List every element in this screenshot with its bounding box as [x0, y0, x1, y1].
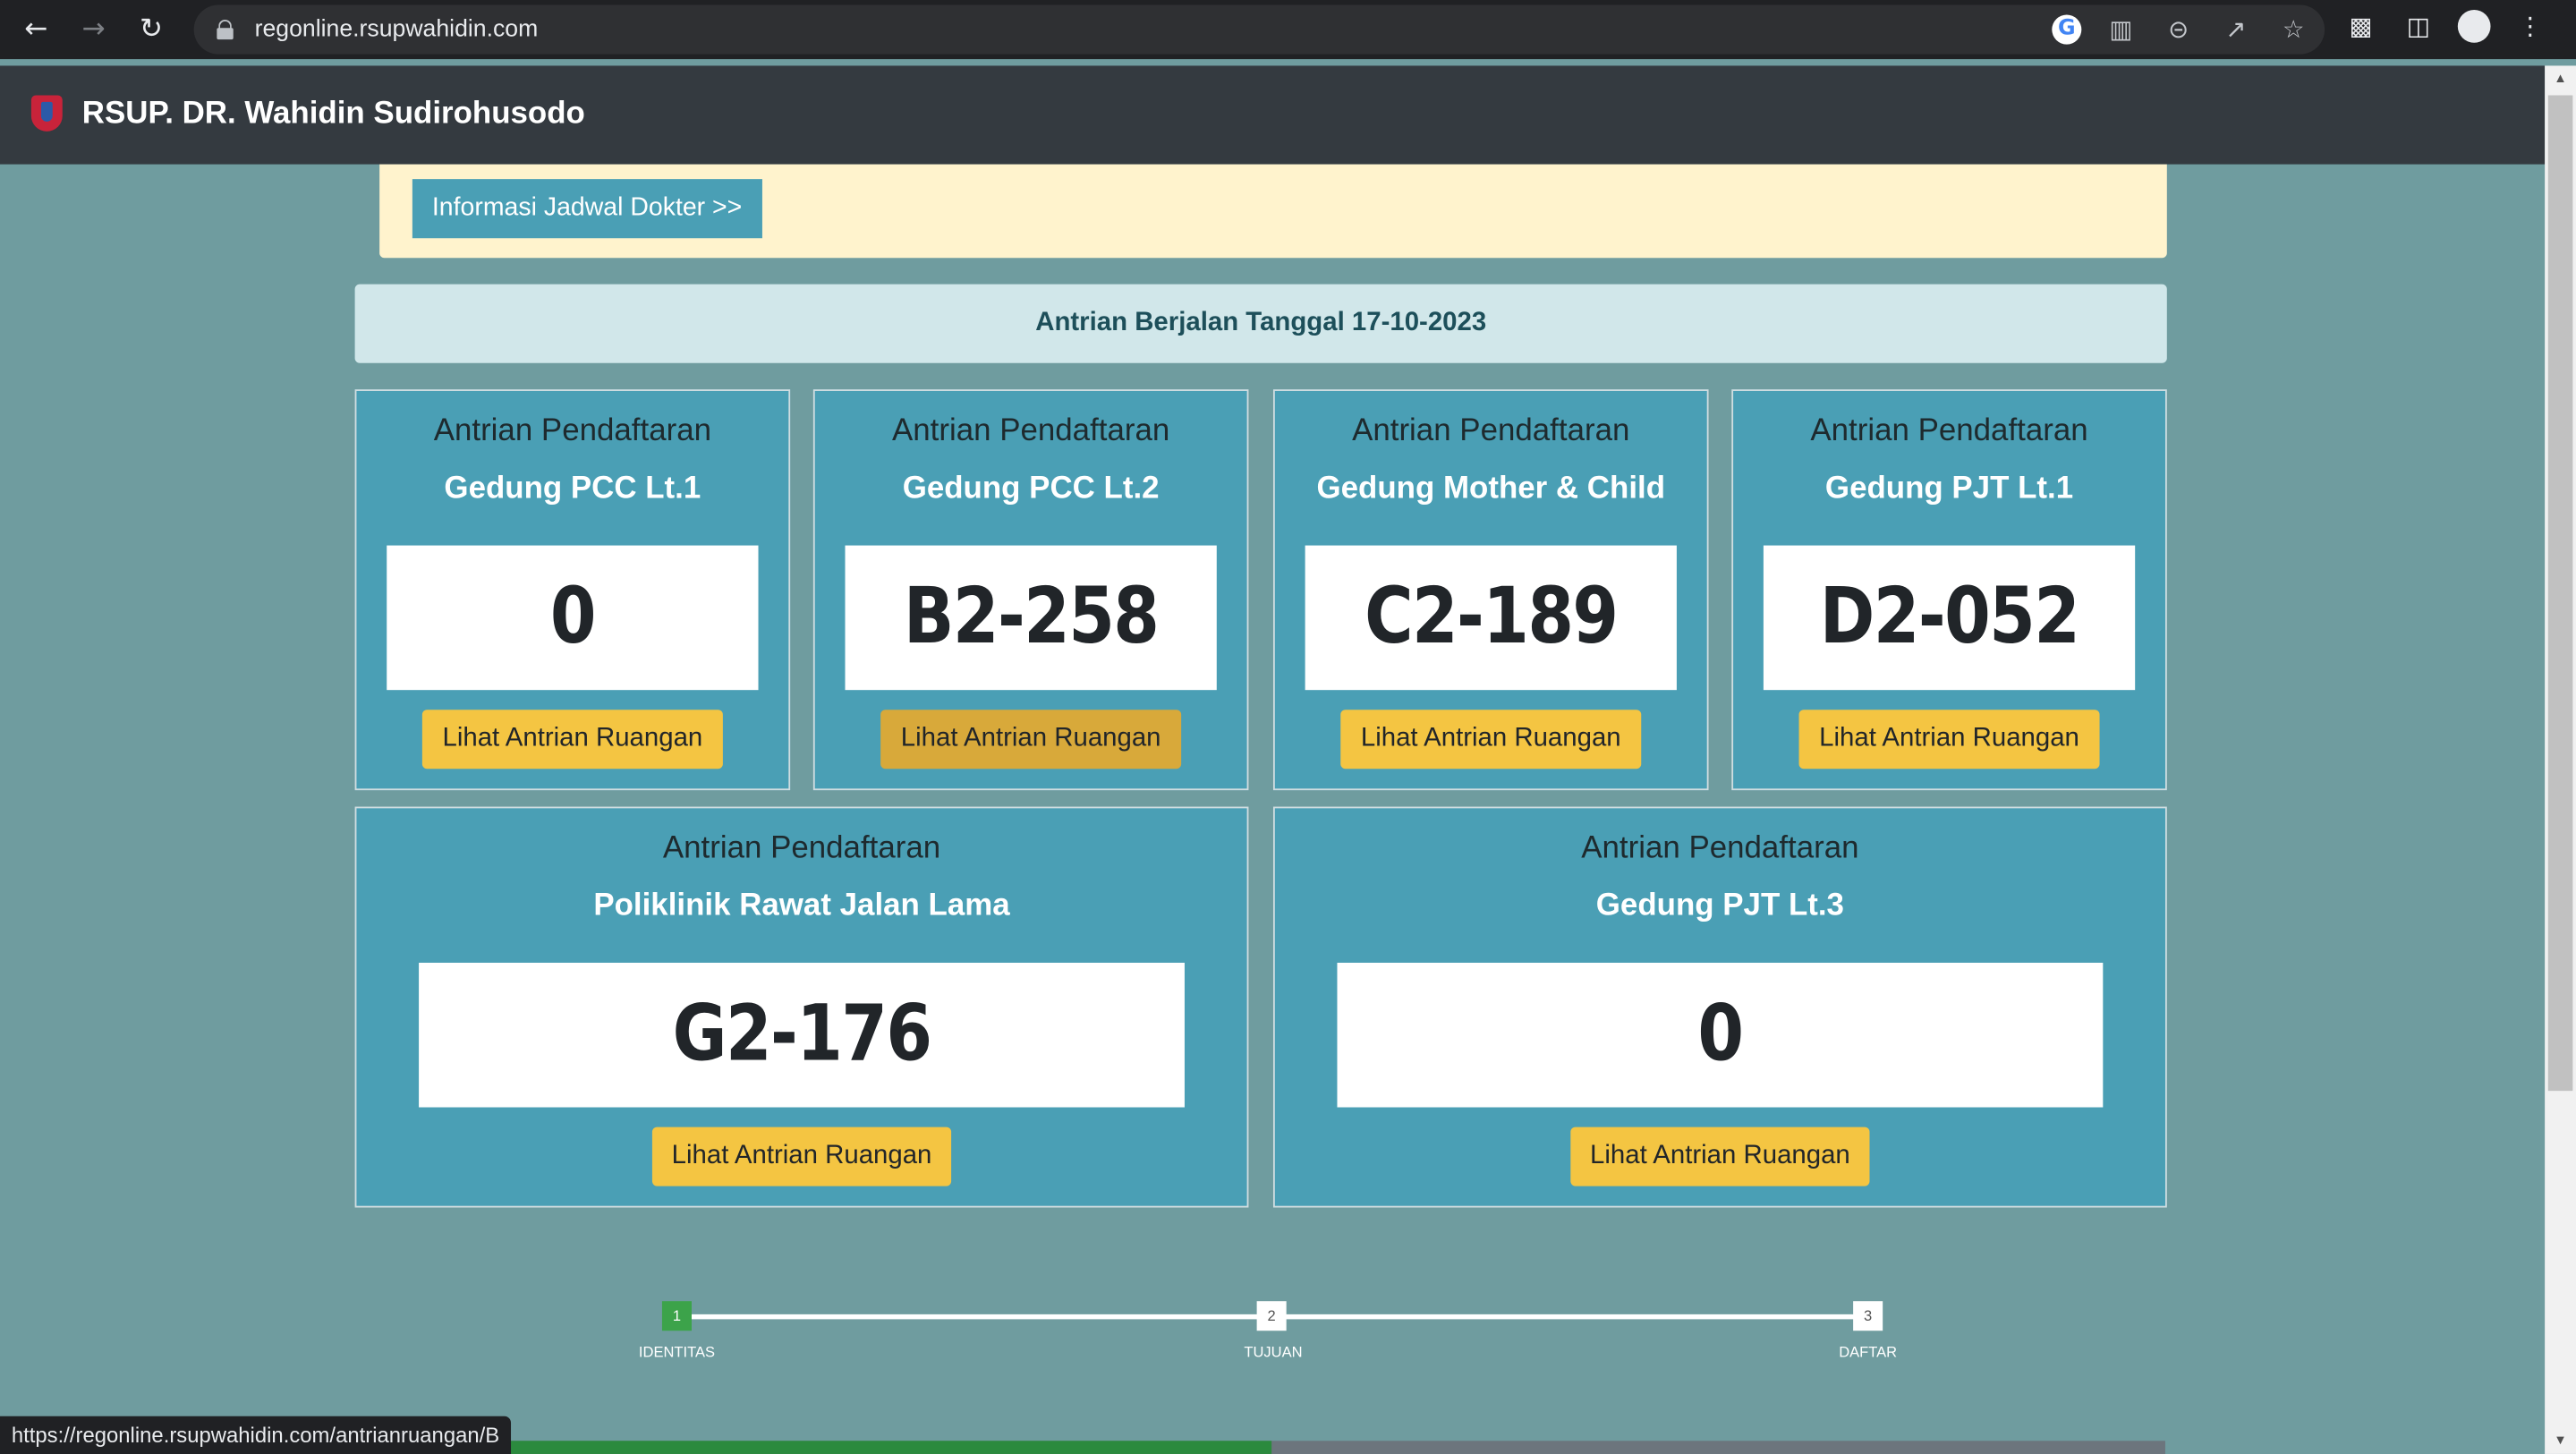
queue-card-poliklinik-lama: Antrian Pendaftaran Poliklinik Rawat Jal… [354, 806, 1249, 1208]
card-title: Antrian Pendaftaran [1352, 413, 1630, 449]
step-2-marker[interactable]: 2 [1256, 1301, 1287, 1331]
star-icon[interactable]: ☆ [2282, 14, 2305, 45]
brand-title[interactable]: RSUP. DR. Wahidin Sudirohusodo [81, 97, 585, 132]
side-panel-icon[interactable]: ◫ [2406, 11, 2430, 41]
zoom-out-icon[interactable]: ⊝ [2168, 14, 2189, 45]
step-3-marker[interactable]: 3 [1853, 1301, 1883, 1331]
step-2-label: TUJUAN [1244, 1343, 1303, 1361]
link-status-bubble: https://regonline.rsupwahidin.com/antria… [0, 1416, 512, 1454]
share-icon[interactable]: ↗ [2225, 14, 2247, 45]
translate-icon[interactable]: ▥ [2109, 14, 2133, 45]
queue-number: 0 [1337, 962, 2104, 1108]
view-room-queue-button[interactable]: Lihat Antrian Ruangan [1569, 1127, 1870, 1186]
queue-card-pjt-lt3: Antrian Pendaftaran Gedung PJT Lt.3 0 Li… [1272, 806, 2167, 1208]
card-title: Antrian Pendaftaran [891, 413, 1170, 449]
step-1-marker[interactable]: 1 [661, 1301, 692, 1331]
card-title: Antrian Pendaftaran [1581, 831, 1859, 866]
card-title: Antrian Pendaftaran [1810, 413, 2088, 449]
app-navbar: RSUP. DR. Wahidin Sudirohusodo [0, 65, 2546, 165]
scroll-up-icon[interactable]: ▲ [2554, 70, 2567, 86]
card-location: Gedung PJT Lt.1 [1824, 471, 2074, 506]
schedule-info-button[interactable]: Informasi Jadwal Dokter >> [412, 179, 762, 239]
view-room-queue-button[interactable]: Lihat Antrian Ruangan [1799, 710, 2099, 770]
view-room-queue-button[interactable]: Lihat Antrian Ruangan [880, 710, 1181, 770]
reload-icon[interactable]: ↻ [139, 13, 164, 47]
queue-date-header: Antrian Berjalan Tanggal 17-10-2023 [354, 284, 2167, 363]
card-title: Antrian Pendaftaran [662, 831, 941, 866]
scroll-thumb[interactable] [2547, 95, 2573, 1092]
kebab-menu-icon[interactable]: ⋮ [2517, 11, 2543, 41]
address-bar[interactable]: regonline.rsupwahidin.com G ▥ ⊝ ↗ ☆ [193, 4, 2325, 55]
card-location: Gedung Mother & Child [1316, 471, 1666, 506]
queue-card-pcc-lt2: Antrian Pendaftaran Gedung PCC Lt.2 B2-2… [812, 389, 1249, 791]
browser-toolbar: ← → ↻ regonline.rsupwahidin.com G ▥ ⊝ ↗ … [0, 0, 2576, 60]
page-scrollbar[interactable]: ▲ ▼ [2545, 65, 2576, 1454]
puzzle-icon[interactable]: ▩ [2349, 11, 2373, 41]
step-1-label: IDENTITAS [638, 1343, 716, 1361]
profile-icon[interactable]: ● [2457, 10, 2491, 43]
queue-number: G2-176 [419, 962, 1185, 1108]
card-location: Gedung PJT Lt.3 [1595, 889, 1844, 923]
queue-number: B2-258 [845, 545, 1217, 691]
view-room-queue-button[interactable]: Lihat Antrian Ruangan [651, 1127, 952, 1186]
card-location: Poliklinik Rawat Jalan Lama [593, 889, 1010, 923]
queue-number: D2-052 [1763, 545, 2136, 691]
back-arrow-icon[interactable]: ← [24, 13, 48, 47]
view-room-queue-button[interactable]: Lihat Antrian Ruangan [1340, 710, 1641, 770]
progress-fill [502, 1441, 1272, 1454]
scroll-down-icon[interactable]: ▼ [2554, 1433, 2567, 1448]
card-location: Gedung PCC Lt.2 [902, 471, 1160, 506]
queue-card-pcc-lt1: Antrian Pendaftaran Gedung PCC Lt.1 0 Li… [354, 389, 791, 791]
lock-icon[interactable] [217, 20, 234, 40]
google-icon[interactable]: G [2052, 14, 2082, 45]
queue-card-pjt-lt1: Antrian Pendaftaran Gedung PJT Lt.1 D2-0… [1731, 389, 2167, 791]
view-room-queue-button[interactable]: Lihat Antrian Ruangan [422, 710, 723, 770]
forward-arrow-icon[interactable]: → [81, 13, 106, 47]
queue-number: C2-189 [1305, 545, 1677, 691]
url-text[interactable]: regonline.rsupwahidin.com [254, 16, 539, 43]
hospital-logo-icon[interactable] [28, 94, 67, 137]
card-title: Antrian Pendaftaran [433, 413, 712, 449]
queue-number: 0 [387, 545, 759, 691]
card-location: Gedung PCC Lt.1 [444, 471, 701, 506]
info-alert: Informasi Jadwal Dokter >> [379, 164, 2167, 259]
form-progress-bar [502, 1441, 2165, 1454]
queue-card-mother-child: Antrian Pendaftaran Gedung Mother & Chil… [1272, 389, 1709, 791]
step-3-label: DAFTAR [1839, 1343, 1898, 1361]
